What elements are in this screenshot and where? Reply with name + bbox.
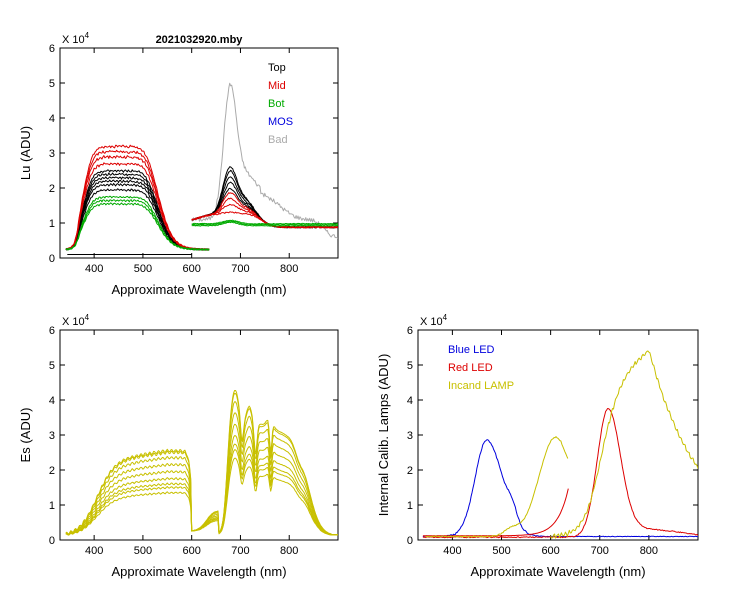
y-tick-label: 5 bbox=[49, 360, 55, 372]
x-tick-label: 500 bbox=[134, 263, 152, 275]
y-tick-label: 1 bbox=[407, 500, 413, 512]
y-tick-label: 0 bbox=[407, 535, 413, 547]
legend-entry: Red LED bbox=[448, 362, 493, 374]
lu-curve-mid bbox=[65, 144, 210, 251]
es-axes-frame bbox=[59, 329, 339, 541]
lamps-x-label: Approximate Wavelength (nm) bbox=[470, 564, 645, 579]
y-tick-label: 3 bbox=[407, 430, 413, 442]
x-tick-label: 400 bbox=[85, 263, 103, 275]
lu-curve-top bbox=[191, 169, 338, 229]
y-tick-label: 2 bbox=[407, 465, 413, 477]
lu-curve-bot bbox=[65, 195, 210, 251]
lu-panel: 400 500 600 700 800 0 1 2 3 4 5 6 X 104 2021032920.mb… bbox=[18, 31, 339, 297]
y-tick-label: 6 bbox=[49, 325, 55, 337]
legend-entry: Bot bbox=[268, 98, 285, 110]
x-tick-label: 400 bbox=[443, 545, 461, 557]
x-tick-label: 700 bbox=[231, 263, 249, 275]
y-tick-label: 2 bbox=[49, 465, 55, 477]
lu-x-label: Approximate Wavelength (nm) bbox=[111, 282, 286, 297]
es-x-label: Approximate Wavelength (nm) bbox=[111, 564, 286, 579]
legend-entry: Mid bbox=[268, 80, 286, 92]
x-tick-label: 800 bbox=[280, 545, 298, 557]
legend-entry: Top bbox=[268, 62, 286, 74]
lu-y-label: Lu (ADU) bbox=[18, 126, 33, 180]
es-curve bbox=[65, 435, 338, 536]
legend-entry: Bad bbox=[268, 134, 288, 146]
lu-plot-area bbox=[65, 82, 338, 255]
lamps-panel: 400 500 600 700 800 0 1 2 3 4 5 6 X 104 Approximate W… bbox=[376, 313, 699, 579]
es-curve bbox=[65, 390, 338, 536]
y-tick-label: 4 bbox=[49, 113, 55, 125]
lamp-curve-red-led-segment bbox=[422, 488, 569, 537]
es-panel: 400 500 600 700 800 0 1 2 3 4 5 6 X 104 Approximate W… bbox=[18, 313, 339, 579]
x-tick-label: 700 bbox=[231, 545, 249, 557]
lamps-plot-area bbox=[422, 350, 698, 539]
lamp-curve-incand-segment bbox=[425, 436, 569, 538]
lu-curve-bad bbox=[191, 82, 338, 239]
legend-entry: Blue LED bbox=[448, 344, 495, 356]
lu-curve-top bbox=[191, 166, 338, 229]
y-tick-label: 3 bbox=[49, 148, 55, 160]
y-tick-label: 5 bbox=[49, 78, 55, 90]
lamp-curve-blue-led bbox=[422, 439, 698, 538]
y-tick-label: 0 bbox=[49, 535, 55, 547]
es-plot-area bbox=[65, 390, 338, 536]
x-tick-label: 800 bbox=[640, 545, 658, 557]
y-tick-label: 5 bbox=[407, 360, 413, 372]
lu-curve-bot bbox=[191, 220, 338, 226]
x-tick-label: 600 bbox=[183, 545, 201, 557]
y-tick-label: 3 bbox=[49, 430, 55, 442]
legend-entry: Incand LAMP bbox=[448, 380, 514, 392]
legend-entry: MOS bbox=[268, 116, 293, 128]
lu-curve-top bbox=[191, 176, 338, 229]
lu-curve-bot bbox=[191, 219, 338, 225]
y-tick-label: 4 bbox=[407, 395, 413, 407]
x-tick-label: 700 bbox=[591, 545, 609, 557]
es-y-label: Es (ADU) bbox=[18, 408, 33, 463]
es-multiplier: X 104 bbox=[62, 313, 90, 328]
x-tick-label: 600 bbox=[183, 263, 201, 275]
lu-curve-mid bbox=[65, 155, 210, 251]
es-curve bbox=[65, 412, 338, 536]
x-tick-label: 500 bbox=[134, 545, 152, 557]
y-tick-label: 0 bbox=[49, 253, 55, 265]
lu-curve-bot bbox=[65, 199, 210, 251]
lu-title: 2021032920.mby bbox=[156, 34, 244, 46]
y-tick-label: 6 bbox=[407, 325, 413, 337]
lu-multiplier: X 104 bbox=[62, 31, 90, 46]
x-tick-label: 800 bbox=[280, 263, 298, 275]
x-tick-label: 400 bbox=[85, 545, 103, 557]
es-curve bbox=[65, 423, 338, 536]
lu-curve-bot bbox=[191, 221, 338, 227]
y-tick-label: 6 bbox=[49, 43, 55, 55]
lamps-y-label: Internal Calib. Lamps (ADU) bbox=[376, 354, 391, 517]
y-tick-label: 1 bbox=[49, 218, 55, 230]
x-tick-label: 500 bbox=[492, 545, 510, 557]
lu-curve-bot bbox=[65, 202, 210, 251]
x-tick-label: 600 bbox=[541, 545, 559, 557]
lu-curve-mid bbox=[191, 192, 338, 229]
lamp-curve-red-led bbox=[422, 408, 698, 539]
y-tick-label: 4 bbox=[49, 395, 55, 407]
y-tick-label: 1 bbox=[49, 500, 55, 512]
lamps-multiplier: X 104 bbox=[420, 313, 448, 328]
lamp-curve-incand bbox=[550, 350, 698, 539]
y-tick-label: 2 bbox=[49, 183, 55, 195]
